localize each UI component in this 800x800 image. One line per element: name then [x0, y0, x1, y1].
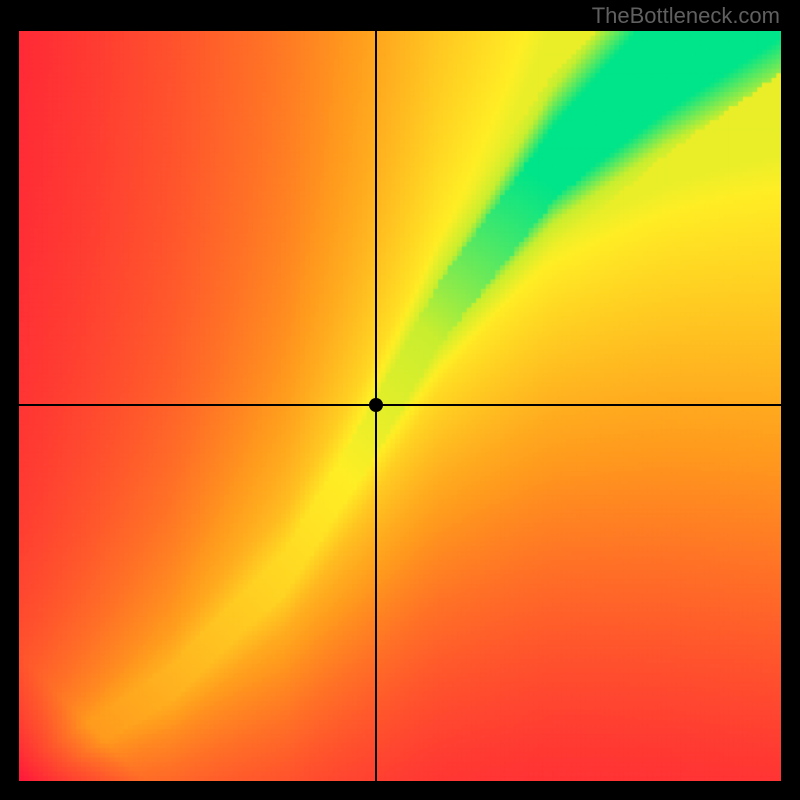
crosshair-marker-dot: [369, 398, 383, 412]
watermark-text: TheBottleneck.com: [592, 3, 780, 29]
crosshair-horizontal: [19, 404, 781, 406]
bottleneck-heatmap: [19, 31, 781, 781]
